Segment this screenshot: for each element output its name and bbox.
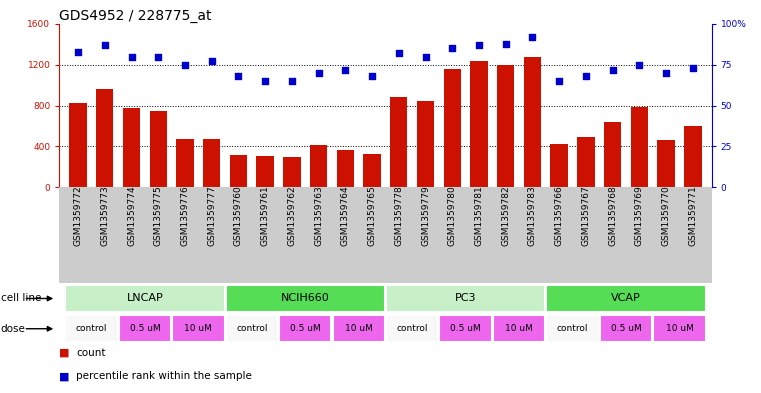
Bar <box>684 126 702 187</box>
Bar <box>386 285 546 312</box>
Bar <box>333 315 385 342</box>
Bar <box>444 69 461 187</box>
Point <box>99 42 111 48</box>
Text: 0.5 uM: 0.5 uM <box>451 324 481 333</box>
Point <box>473 42 485 48</box>
Text: 0.5 uM: 0.5 uM <box>290 324 320 333</box>
Bar <box>177 139 193 187</box>
Bar <box>310 145 327 187</box>
Point <box>527 34 539 40</box>
Text: 10 uM: 10 uM <box>184 324 212 333</box>
Text: LNCAP: LNCAP <box>126 294 164 303</box>
Point <box>259 78 271 84</box>
Text: GDS4952 / 228775_at: GDS4952 / 228775_at <box>59 9 212 23</box>
Point <box>393 50 405 57</box>
Text: PC3: PC3 <box>455 294 476 303</box>
Bar <box>631 107 648 187</box>
Bar <box>578 137 594 187</box>
Text: 10 uM: 10 uM <box>345 324 373 333</box>
Point <box>366 73 378 79</box>
Bar <box>336 151 354 187</box>
Bar <box>123 108 140 187</box>
Bar <box>546 285 705 312</box>
Bar <box>283 157 301 187</box>
Point <box>419 53 431 60</box>
Text: percentile rank within the sample: percentile rank within the sample <box>76 371 252 381</box>
Bar <box>256 156 274 187</box>
Text: control: control <box>236 324 268 333</box>
Point <box>660 70 672 76</box>
Bar <box>65 315 118 342</box>
Point <box>580 73 592 79</box>
Text: 10 uM: 10 uM <box>505 324 533 333</box>
Bar <box>600 315 652 342</box>
Text: control: control <box>396 324 428 333</box>
Point <box>126 53 138 60</box>
Point <box>232 73 244 79</box>
Bar <box>230 156 247 187</box>
Point <box>633 62 645 68</box>
Text: count: count <box>76 348 106 358</box>
Bar <box>386 315 438 342</box>
Bar <box>546 315 599 342</box>
Point <box>607 66 619 73</box>
Text: ■: ■ <box>59 371 70 381</box>
Point <box>179 62 191 68</box>
Bar <box>550 144 568 187</box>
Bar <box>470 61 488 187</box>
Text: ■: ■ <box>59 348 70 358</box>
Bar <box>225 315 278 342</box>
Point <box>313 70 325 76</box>
Text: dose: dose <box>1 324 26 334</box>
Bar <box>497 65 514 187</box>
Bar <box>69 103 87 187</box>
Point <box>339 66 352 73</box>
Bar <box>279 315 332 342</box>
Point <box>686 65 699 71</box>
Text: VCAP: VCAP <box>611 294 641 303</box>
Bar <box>524 57 541 187</box>
Bar <box>604 122 621 187</box>
Bar <box>653 315 705 342</box>
Bar <box>417 101 435 187</box>
Bar <box>96 89 113 187</box>
Bar <box>65 285 224 312</box>
Bar <box>658 140 675 187</box>
Bar <box>119 315 171 342</box>
Bar <box>203 139 221 187</box>
Text: 10 uM: 10 uM <box>666 324 693 333</box>
Bar <box>172 315 224 342</box>
Bar <box>364 154 380 187</box>
Text: NCIH660: NCIH660 <box>281 294 330 303</box>
Bar <box>150 110 167 187</box>
Bar <box>390 97 407 187</box>
Point <box>500 40 512 47</box>
Text: cell line: cell line <box>1 294 41 303</box>
Text: 0.5 uM: 0.5 uM <box>129 324 161 333</box>
Bar <box>225 285 385 312</box>
Text: 0.5 uM: 0.5 uM <box>610 324 642 333</box>
Bar <box>493 315 546 342</box>
Text: control: control <box>75 324 107 333</box>
Point <box>205 58 218 64</box>
Point <box>553 78 565 84</box>
Point <box>446 45 458 51</box>
Point <box>286 78 298 84</box>
Point <box>152 53 164 60</box>
Bar <box>439 315 492 342</box>
Point <box>72 49 84 55</box>
Text: control: control <box>557 324 588 333</box>
